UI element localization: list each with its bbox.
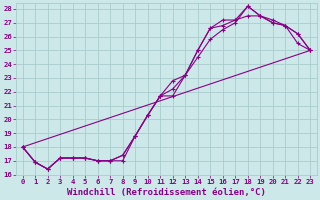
X-axis label: Windchill (Refroidissement éolien,°C): Windchill (Refroidissement éolien,°C) <box>67 188 266 197</box>
